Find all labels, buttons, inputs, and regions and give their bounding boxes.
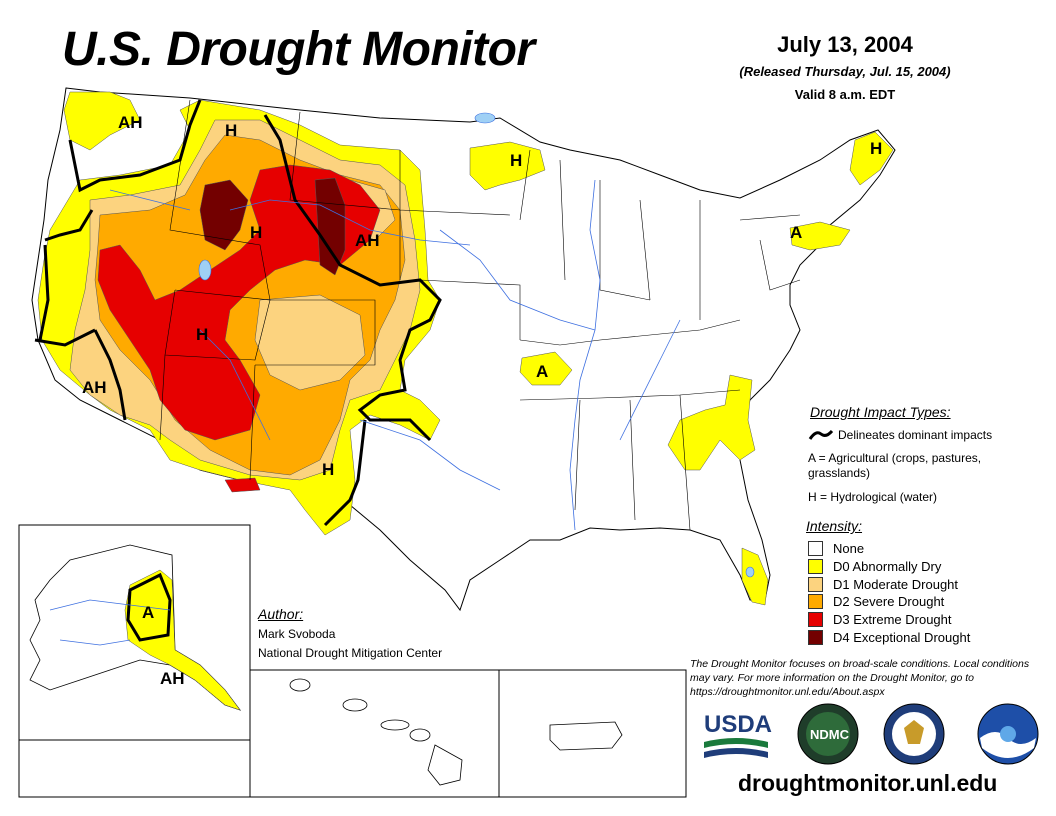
swatch-none — [808, 540, 823, 556]
legend-d3: D3 Extreme Drought — [808, 610, 952, 628]
swatch-d3 — [808, 611, 823, 627]
label-ah-ca: AH — [82, 378, 107, 397]
usda-logo-text: USDA — [704, 711, 772, 738]
d4-wy — [314, 177, 346, 276]
swatch-d4 — [808, 629, 823, 645]
alaska-impact-line — [126, 572, 172, 642]
alaska-d0 — [124, 569, 241, 711]
legend-d3-label: D3 Extreme Drought — [833, 611, 952, 627]
legend-d4-label: D4 Exceptional Drought — [833, 629, 971, 645]
legend-d2: D2 Severe Drought — [808, 592, 944, 610]
legend-none-label: None — [833, 540, 865, 556]
map-date: July 13, 2004 — [777, 32, 913, 57]
impact-delineates: Delineates dominant impacts — [838, 428, 993, 442]
label-h-me: H — [870, 139, 882, 158]
label-h-nm: H — [322, 460, 334, 479]
label-a-alaska: A — [142, 603, 154, 622]
impact-hydrological: H = Hydrological (water) — [808, 490, 938, 504]
d0-mn — [469, 141, 546, 191]
legend-d0-label: D0 Abnormally Dry — [833, 558, 942, 574]
puerto-rico-outline — [549, 721, 623, 751]
label-ah-pnw: AH — [118, 113, 143, 132]
d0-fl — [741, 547, 769, 606]
map-title: U.S. Drought Monitor — [62, 23, 535, 76]
d0-ny — [789, 221, 851, 251]
rivers — [109, 179, 681, 531]
website-url[interactable]: droughtmonitor.unl.edu — [738, 770, 998, 796]
legend-d0: D0 Abnormally Dry — [808, 557, 941, 575]
release-date: (Released Thursday, Jul. 15, 2004) — [739, 64, 951, 79]
label-h-wy: H — [250, 223, 262, 242]
author-name: Mark Svoboda — [258, 627, 336, 641]
ndmc-logo: NDMC — [797, 703, 859, 765]
swatch-d2 — [808, 593, 823, 609]
label-h-mt: H — [225, 121, 237, 140]
commerce-seal-logo — [883, 703, 945, 765]
d0-me — [849, 131, 894, 186]
lakes — [198, 112, 755, 578]
legend-d1: D1 Moderate Drought — [808, 575, 958, 593]
swatch-d1 — [808, 576, 823, 592]
hawaii-inset — [249, 669, 500, 798]
disclaimer-text: The Drought Monitor focuses on broad-sca… — [690, 658, 1030, 698]
d0-mo — [519, 351, 573, 386]
label-h-ut: H — [196, 325, 208, 344]
d0-carolinas — [667, 374, 756, 471]
label-ah-alaska: AH — [160, 669, 185, 688]
hawaii-islands — [289, 678, 463, 786]
impact-line-west — [34, 99, 202, 421]
d1-pocket-co — [254, 294, 366, 391]
label-ah-dakota: AH — [355, 231, 380, 250]
intensity-title: Intensity: — [806, 518, 863, 534]
ndmc-logo-text: NDMC — [810, 727, 850, 742]
label-a-mo: A — [536, 362, 548, 381]
alaska-rivers — [49, 599, 171, 646]
legend-d1-label: D1 Moderate Drought — [833, 576, 959, 592]
impact-line-icon — [808, 429, 834, 440]
swatch-d0 — [808, 558, 823, 574]
d0-pnw — [63, 91, 141, 151]
noaa-logo — [977, 703, 1039, 765]
label-a-ny: A — [790, 223, 802, 242]
usda-logo: USDA — [704, 711, 772, 758]
author-org: National Drought Mitigation Center — [258, 646, 443, 660]
impact-agricultural: A = Agricultural (crops, pastures, grass… — [808, 451, 982, 480]
legend-d4: D4 Exceptional Drought — [808, 628, 970, 646]
author-heading: Author: — [258, 606, 304, 622]
impact-line-plains — [263, 114, 442, 527]
legend-d2-label: D2 Severe Drought — [833, 593, 945, 609]
label-h-mn: H — [510, 151, 522, 170]
valid-time: Valid 8 a.m. EDT — [794, 87, 896, 102]
impact-types-title: Drought Impact Types: — [810, 404, 951, 420]
d4-mt — [199, 179, 249, 251]
legend-none: None — [808, 539, 864, 557]
d3-nm — [224, 477, 261, 493]
state-lines — [159, 99, 801, 531]
